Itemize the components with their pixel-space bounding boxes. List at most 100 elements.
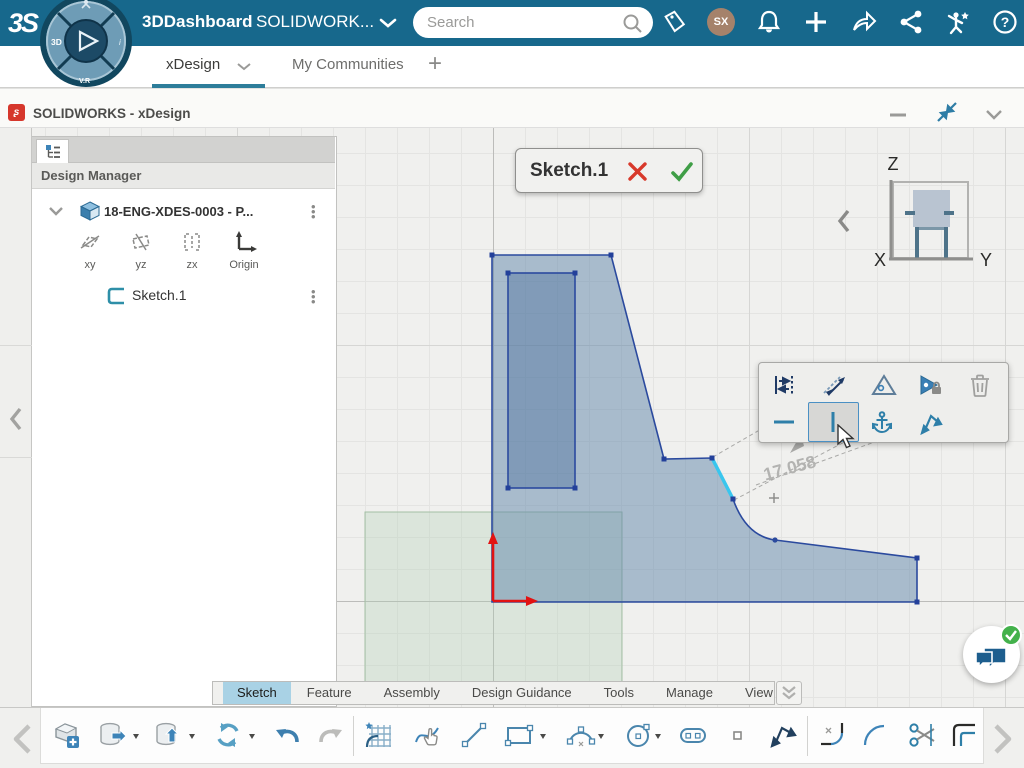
compass-vr-label: V.R [79, 78, 90, 85]
save-dropdown-caret[interactable] [133, 734, 139, 739]
tangent-arc-tool-button[interactable] [861, 720, 891, 750]
expander-chevron-icon[interactable] [48, 206, 64, 218]
solidworks-logo: ʂ [8, 104, 25, 121]
slot-tool-button[interactable] [678, 720, 708, 750]
help-icon[interactable]: ? [991, 8, 1019, 36]
ribbon-tab-tools[interactable]: Tools [603, 685, 635, 700]
free-select-button[interactable] [413, 720, 443, 750]
undo-button[interactable] [272, 720, 302, 750]
origin-icon[interactable] [232, 231, 258, 253]
ribbon-tab-manage[interactable]: Manage [666, 685, 713, 700]
arc-tool-button[interactable] [566, 720, 596, 750]
minimize-button[interactable] [888, 108, 908, 122]
tab-xdesign[interactable]: xDesign [166, 56, 221, 73]
share-icon[interactable] [897, 8, 925, 36]
tree-sketch-label[interactable]: Sketch.1 [132, 287, 187, 303]
ribbon-tab-design-guidance[interactable]: Design Guidance [471, 685, 572, 700]
distance-dimension-icon[interactable] [917, 409, 943, 435]
ribbon-tab-sketch[interactable]: Sketch [223, 682, 291, 704]
search-input[interactable] [413, 7, 653, 38]
save-database-button[interactable] [97, 720, 127, 750]
ribbon-more-button[interactable] [776, 681, 802, 705]
window-more-chevron-icon[interactable] [984, 108, 1004, 122]
auto-constrain-icon[interactable] [771, 372, 797, 398]
fillet-tool-button[interactable] [818, 720, 848, 750]
redo-button[interactable] [316, 720, 346, 750]
fix-shape-icon[interactable] [871, 372, 897, 398]
context-toolbar [758, 362, 1009, 443]
parallel-distance-icon[interactable] [821, 372, 847, 398]
dimension-value[interactable]: 17.058 [761, 451, 818, 484]
tab-design-manager[interactable] [36, 139, 69, 163]
plane-yz-icon[interactable] [129, 231, 153, 253]
confirm-sketch-button[interactable] [669, 159, 695, 185]
plane-zx-label[interactable]: zx [186, 259, 198, 271]
3ds-logo[interactable]: 3S [8, 8, 39, 38]
trim-tool-button[interactable] [907, 720, 937, 750]
plane-yz-label[interactable]: yz [135, 259, 147, 271]
collapse-left-chevron-icon[interactable] [7, 406, 25, 432]
ribbon-tab-bar: Sketch Feature Assembly Design Guidance … [212, 681, 775, 705]
dimension-tool-button[interactable] [768, 720, 798, 750]
tree-root-row[interactable]: 18-ENG-XDES-0003 - P... • • • [32, 199, 335, 225]
notifications-icon[interactable] [755, 8, 783, 36]
anchor-constraint-icon[interactable] [869, 409, 895, 435]
sketch-geometry[interactable]: 17.058 [0, 128, 1024, 707]
sketch-inner-rectangle[interactable] [507, 272, 576, 489]
3dexperience-compass[interactable]: 3D V.R i [36, 0, 136, 94]
design-manager-panel: Design Manager 18-ENG-XDES-0003 - P... •… [32, 136, 337, 707]
title-chevron-down-icon[interactable] [378, 17, 398, 29]
plane-xy-label[interactable]: xy [84, 259, 96, 271]
tab-my-communities[interactable]: My Communities [292, 56, 404, 73]
ribbon-tab-feature[interactable]: Feature [306, 685, 352, 700]
panel-collapse-chevron-icon[interactable] [836, 208, 852, 234]
toolbar-collapse-left-chevron[interactable] [8, 722, 36, 756]
ribbon-tab-assembly[interactable]: Assembly [383, 685, 440, 700]
offset-tool-button[interactable] [948, 720, 978, 750]
sync-button[interactable] [213, 720, 243, 750]
horizontal-constraint-icon[interactable] [771, 409, 797, 435]
chat-button[interactable] [963, 624, 1022, 683]
line-tool-button[interactable] [459, 720, 489, 750]
root-kebab-menu[interactable]: • • • [311, 199, 316, 224]
arc-dropdown-caret[interactable] [598, 734, 604, 739]
tag-icon[interactable] [661, 8, 689, 36]
load-database-button[interactable] [153, 720, 183, 750]
point-tool-button[interactable] [722, 720, 752, 750]
toolbar-island [40, 708, 984, 764]
xdesign-chevron-down-icon[interactable] [236, 62, 252, 72]
sync-dropdown-caret[interactable] [249, 734, 255, 739]
ribbon-tab-view[interactable]: View [745, 685, 773, 700]
chat-bubbles-icon [975, 647, 1007, 670]
delete-icon[interactable] [967, 372, 993, 398]
plane-zx-icon[interactable] [180, 231, 204, 253]
vertical-constraint-icon[interactable] [820, 409, 846, 435]
tree-root-label[interactable]: 18-ENG-XDES-0003 - P... [104, 204, 254, 219]
avatar[interactable]: SX [707, 8, 735, 36]
add-icon[interactable] [802, 8, 830, 36]
circle-tool-button[interactable] [624, 720, 654, 750]
collapse-window-button[interactable] [936, 101, 958, 123]
selected-edge[interactable] [710, 457, 735, 500]
rectangle-tool-button[interactable] [504, 720, 534, 750]
plane-xy-icon[interactable] [78, 231, 102, 253]
rectangle-dropdown-caret[interactable] [540, 734, 546, 739]
context-title[interactable]: SOLIDWORK... [256, 12, 375, 31]
origin-label[interactable]: Origin [229, 259, 259, 271]
panel-tab-strip [32, 137, 335, 163]
orientation-triad[interactable]: Z X Y [870, 154, 998, 274]
circle-dropdown-caret[interactable] [655, 734, 661, 739]
forward-icon[interactable] [850, 8, 878, 36]
load-dropdown-caret[interactable] [189, 734, 195, 739]
sketch-kebab-menu[interactable]: • • • [311, 284, 316, 309]
search-icon[interactable] [622, 13, 644, 35]
tree-sketch-row[interactable]: Sketch.1 • • • [32, 283, 335, 309]
insert-component-button[interactable] [51, 720, 81, 750]
cancel-sketch-button[interactable] [626, 160, 650, 184]
sketch-grid-button[interactable] [364, 720, 394, 750]
swym-icon[interactable] [944, 8, 972, 36]
app-title[interactable]: 3DDashboard [142, 12, 253, 31]
toolbar-expand-right-chevron[interactable] [989, 722, 1017, 756]
lock-shape-icon[interactable] [917, 372, 943, 398]
add-tab-button[interactable]: + [428, 50, 443, 77]
